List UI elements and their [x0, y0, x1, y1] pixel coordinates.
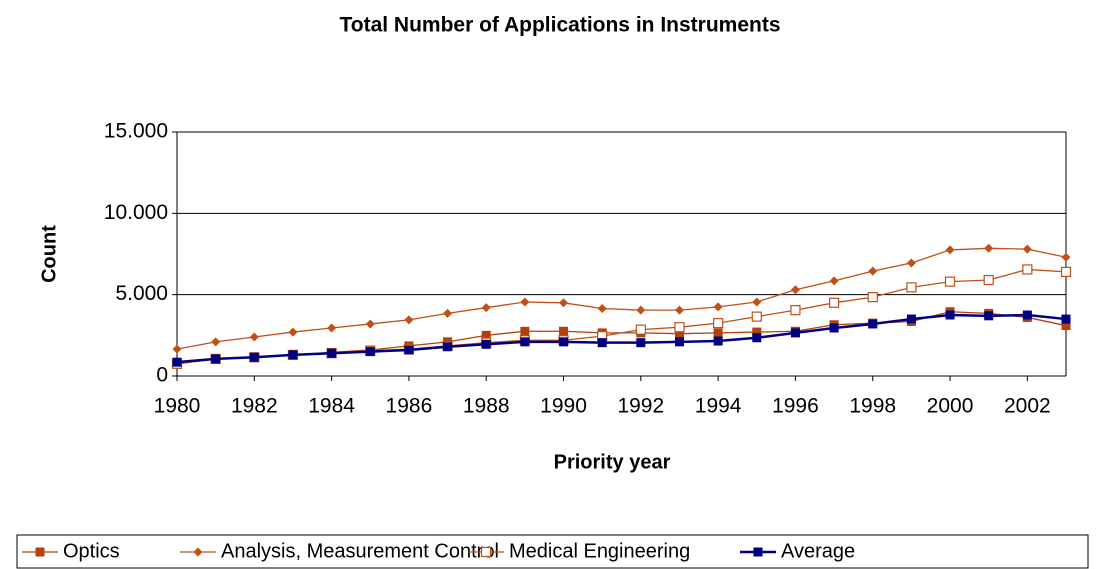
point: [674, 329, 684, 339]
y-tick-label: 5.000: [115, 282, 168, 305]
point: [481, 330, 491, 340]
point: [868, 319, 878, 329]
point: [520, 326, 530, 336]
point: [906, 314, 916, 324]
point: [751, 311, 762, 322]
y-tick-label: 10.000: [104, 201, 168, 224]
point: [945, 245, 955, 255]
series-line: [176, 247, 1067, 350]
legend-label: Average: [781, 540, 855, 562]
point: [868, 266, 878, 276]
point: [828, 297, 840, 308]
chart-title: Total Number of Applications in Instrume…: [339, 14, 780, 37]
point: [404, 315, 414, 325]
point: [674, 305, 684, 315]
point: [365, 319, 375, 329]
legend-label: Optics: [63, 540, 120, 562]
legend-box: [16, 534, 1089, 569]
point: [559, 337, 569, 347]
point: [674, 337, 684, 347]
legend-label: Analysis, Measurement Control: [221, 540, 499, 562]
point: [945, 310, 955, 320]
point: [249, 352, 259, 362]
point: [636, 338, 646, 348]
point: [559, 298, 569, 308]
legend-swatch-marker: [753, 547, 763, 557]
point: [481, 339, 491, 349]
point: [211, 337, 221, 347]
x-tick-label: 1984: [308, 395, 355, 418]
point: [172, 357, 182, 367]
point: [790, 285, 800, 295]
point: [674, 322, 685, 333]
legend-label: Medical Engineering: [509, 540, 690, 562]
point: [984, 243, 994, 253]
point: [1022, 264, 1033, 275]
point: [211, 354, 221, 364]
point: [597, 303, 607, 313]
point: [404, 345, 414, 355]
point: [752, 327, 762, 337]
point: [172, 344, 182, 354]
x-tick-label: 1980: [154, 395, 201, 418]
point: [713, 336, 723, 346]
point: [520, 297, 530, 307]
x-tick-label: 1994: [695, 395, 742, 418]
series-line: [176, 311, 1067, 365]
point: [790, 305, 801, 316]
point: [327, 348, 337, 358]
point: [481, 303, 491, 313]
x-tick-label: 1990: [540, 395, 587, 418]
point: [906, 258, 916, 268]
legend-swatch-marker: [35, 547, 45, 557]
x-tick-label: 2002: [1004, 395, 1051, 418]
x-tick-label: 1988: [463, 395, 510, 418]
point: [443, 342, 453, 352]
point: [635, 324, 646, 335]
y-tick-label: 0: [156, 364, 168, 387]
point: [443, 308, 453, 318]
point: [790, 328, 800, 338]
point: [1061, 314, 1071, 324]
point: [829, 276, 839, 286]
y-axis-title: Count: [38, 225, 60, 283]
point: [713, 318, 724, 329]
x-axis-title: Priority year: [554, 451, 671, 473]
point: [520, 337, 530, 347]
y-tick-label: 15.000: [104, 120, 168, 143]
point: [288, 350, 298, 360]
point: [636, 305, 646, 315]
point: [365, 347, 375, 357]
point: [597, 338, 607, 348]
point: [288, 327, 298, 337]
x-tick-label: 2000: [927, 395, 974, 418]
point: [1022, 244, 1032, 254]
point: [752, 333, 762, 343]
point: [327, 323, 337, 333]
point: [1060, 266, 1072, 277]
point: [1022, 310, 1032, 320]
point: [983, 274, 994, 286]
point: [559, 326, 569, 336]
point: [713, 328, 723, 338]
x-tick-label: 1986: [386, 395, 433, 418]
point: [906, 282, 917, 293]
legend-swatch-marker: [193, 547, 203, 557]
legend-swatch-marker: [480, 546, 492, 558]
point: [713, 302, 723, 312]
series-line: [176, 313, 1067, 364]
x-tick-label: 1992: [617, 395, 664, 418]
point: [752, 297, 762, 307]
point: [249, 332, 259, 342]
x-tick-label: 1998: [849, 395, 896, 418]
x-tick-label: 1996: [772, 395, 819, 418]
point: [984, 311, 994, 321]
x-tick-label: 1982: [231, 395, 278, 418]
point: [944, 276, 956, 287]
point: [829, 323, 839, 333]
point: [1061, 252, 1071, 262]
point: [1061, 321, 1071, 331]
point: [867, 292, 878, 303]
